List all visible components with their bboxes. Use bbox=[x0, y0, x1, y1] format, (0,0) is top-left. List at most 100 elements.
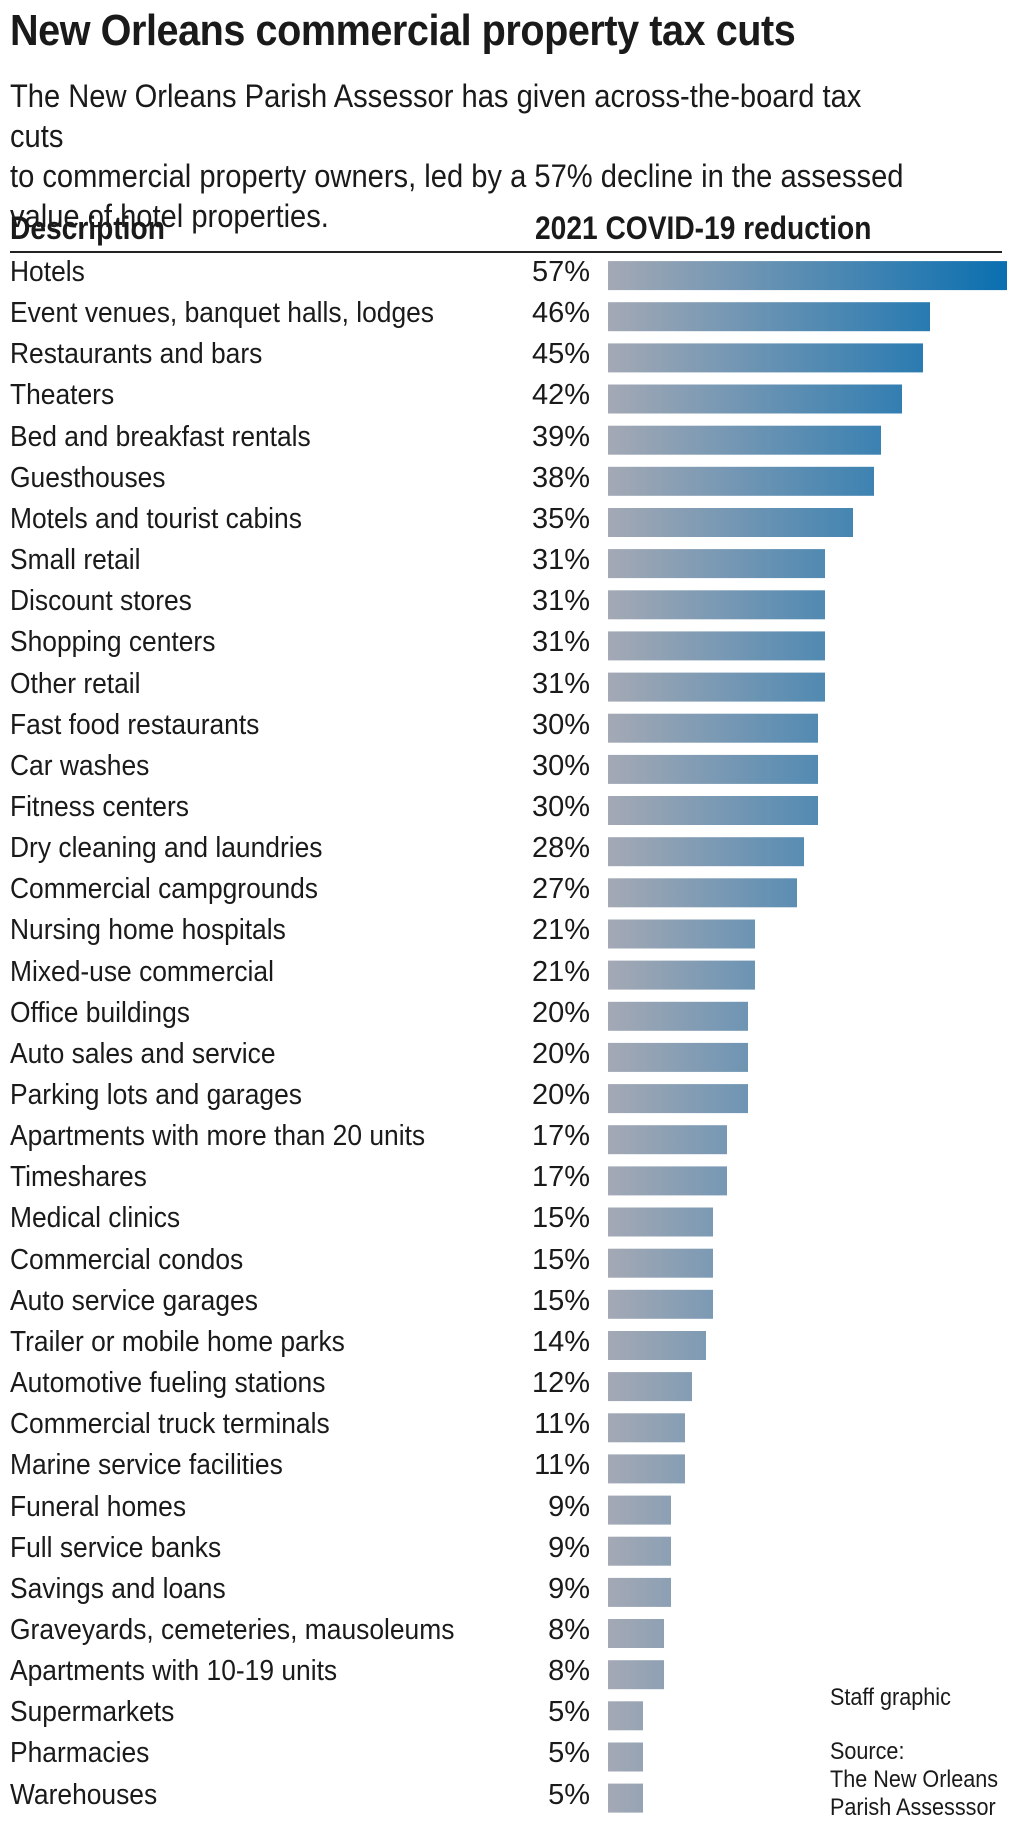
category-label: Dry cleaning and laundries bbox=[10, 832, 323, 865]
category-label: Auto sales and service bbox=[10, 1037, 276, 1070]
category-label: Full service banks bbox=[10, 1531, 222, 1564]
category-label: Restaurants and bars bbox=[10, 338, 263, 371]
category-label: Apartments with more than 20 units bbox=[10, 1120, 426, 1153]
bar-19 bbox=[608, 1001, 748, 1031]
value-label: 30% bbox=[531, 749, 590, 782]
bar-14 bbox=[608, 796, 818, 825]
value-label: 17% bbox=[531, 1161, 590, 1194]
staff-credit: Staff graphic bbox=[830, 1684, 951, 1711]
value-label: 20% bbox=[531, 1037, 590, 1070]
bar-12 bbox=[608, 713, 818, 743]
category-label: Guesthouses bbox=[10, 461, 166, 494]
value-label: 31% bbox=[531, 544, 590, 576]
category-label: Warehouses bbox=[10, 1778, 158, 1811]
value-label: 5% bbox=[548, 1737, 590, 1770]
category-label: Hotels bbox=[10, 256, 85, 288]
bar-36 bbox=[608, 1701, 643, 1731]
chart-title: New Orleans commercial property tax cuts bbox=[10, 6, 796, 55]
category-label: Event venues, banquet halls, lodges bbox=[10, 297, 435, 330]
bar-30 bbox=[608, 1454, 685, 1484]
value-label: 8% bbox=[548, 1655, 590, 1688]
value-label: 12% bbox=[531, 1367, 590, 1399]
value-label: 31% bbox=[531, 626, 590, 659]
bar-9 bbox=[608, 590, 825, 620]
value-label: 30% bbox=[531, 790, 590, 823]
value-label: 11% bbox=[534, 1408, 590, 1441]
category-label: Mixed-use commercial bbox=[10, 955, 274, 988]
value-label: 46% bbox=[531, 297, 590, 330]
category-label: Supermarkets bbox=[10, 1696, 175, 1729]
value-label: 57% bbox=[531, 256, 590, 288]
bar-2 bbox=[608, 302, 930, 332]
bar-35 bbox=[608, 1660, 664, 1690]
category-label: Fitness centers bbox=[10, 790, 189, 823]
bar-17 bbox=[608, 919, 755, 949]
source-name-line-2: Parish Assesssor bbox=[830, 1794, 996, 1821]
bar-27 bbox=[608, 1331, 706, 1360]
category-label: Savings and loans bbox=[10, 1572, 226, 1605]
bar-7 bbox=[608, 508, 853, 537]
bar-29 bbox=[608, 1413, 685, 1443]
value-label: 31% bbox=[531, 585, 590, 618]
bar-5 bbox=[608, 425, 881, 455]
bars-group bbox=[608, 261, 1007, 1813]
category-label: Shopping centers bbox=[10, 626, 216, 659]
bar-33 bbox=[608, 1577, 671, 1607]
category-label: Parking lots and garages bbox=[10, 1079, 302, 1111]
value-label: 42% bbox=[531, 379, 590, 412]
value-label: 5% bbox=[548, 1696, 590, 1729]
category-label: Graveyards, cemeteries, mausoleums bbox=[10, 1614, 455, 1646]
category-label: Small retail bbox=[10, 544, 141, 576]
bar-21 bbox=[608, 1084, 748, 1114]
value-label: 21% bbox=[531, 955, 590, 988]
bar-6 bbox=[608, 466, 874, 496]
category-label: Fast food restaurants bbox=[10, 708, 260, 741]
value-label: 8% bbox=[548, 1614, 590, 1646]
bar-4 bbox=[608, 384, 902, 414]
bar-15 bbox=[608, 837, 804, 867]
chart-subtitle: The New Orleans Parish Assessor has give… bbox=[10, 78, 904, 234]
bar-23 bbox=[608, 1166, 727, 1196]
category-label: Marine service facilities bbox=[10, 1449, 283, 1482]
bar-13 bbox=[608, 754, 818, 784]
value-label: 15% bbox=[531, 1243, 590, 1276]
bar-25 bbox=[608, 1248, 713, 1278]
bar-38 bbox=[608, 1783, 643, 1813]
value-label: 17% bbox=[531, 1120, 590, 1153]
category-label: Office buildings bbox=[10, 996, 190, 1029]
value-label: 38% bbox=[531, 461, 590, 494]
bar-24 bbox=[608, 1207, 713, 1237]
column-header-description: Description bbox=[10, 210, 165, 246]
value-label: 5% bbox=[548, 1778, 590, 1811]
category-label: Commercial condos bbox=[10, 1243, 244, 1276]
category-label: Commercial truck terminals bbox=[10, 1408, 330, 1441]
value-label: 15% bbox=[531, 1202, 590, 1235]
category-label: Car washes bbox=[10, 749, 150, 782]
value-label: 11% bbox=[534, 1449, 590, 1482]
bar-20 bbox=[608, 1042, 748, 1072]
category-label: Pharmacies bbox=[10, 1737, 150, 1770]
value-label: 9% bbox=[548, 1490, 590, 1523]
category-label: Nursing home hospitals bbox=[10, 914, 286, 947]
value-label: 9% bbox=[548, 1572, 590, 1605]
bar-28 bbox=[608, 1372, 692, 1402]
value-label: 30% bbox=[531, 708, 590, 741]
category-label: Auto service garages bbox=[10, 1284, 258, 1317]
category-label: Timeshares bbox=[10, 1161, 147, 1194]
bar-34 bbox=[608, 1619, 664, 1648]
value-label: 45% bbox=[531, 338, 590, 371]
bar-16 bbox=[608, 878, 797, 908]
bar-18 bbox=[608, 960, 755, 990]
value-label: 28% bbox=[531, 832, 590, 865]
value-label: 21% bbox=[531, 914, 590, 947]
category-label: Other retail bbox=[10, 667, 141, 700]
value-label: 15% bbox=[531, 1284, 590, 1317]
category-label: Medical clinics bbox=[10, 1202, 181, 1235]
category-label: Automotive fueling stations bbox=[10, 1367, 326, 1399]
value-label: 20% bbox=[531, 996, 590, 1029]
category-label: Bed and breakfast rentals bbox=[10, 420, 311, 453]
bar-10 bbox=[608, 631, 825, 661]
source-name-line-1: The New Orleans bbox=[830, 1766, 999, 1793]
value-label: 27% bbox=[531, 873, 590, 906]
